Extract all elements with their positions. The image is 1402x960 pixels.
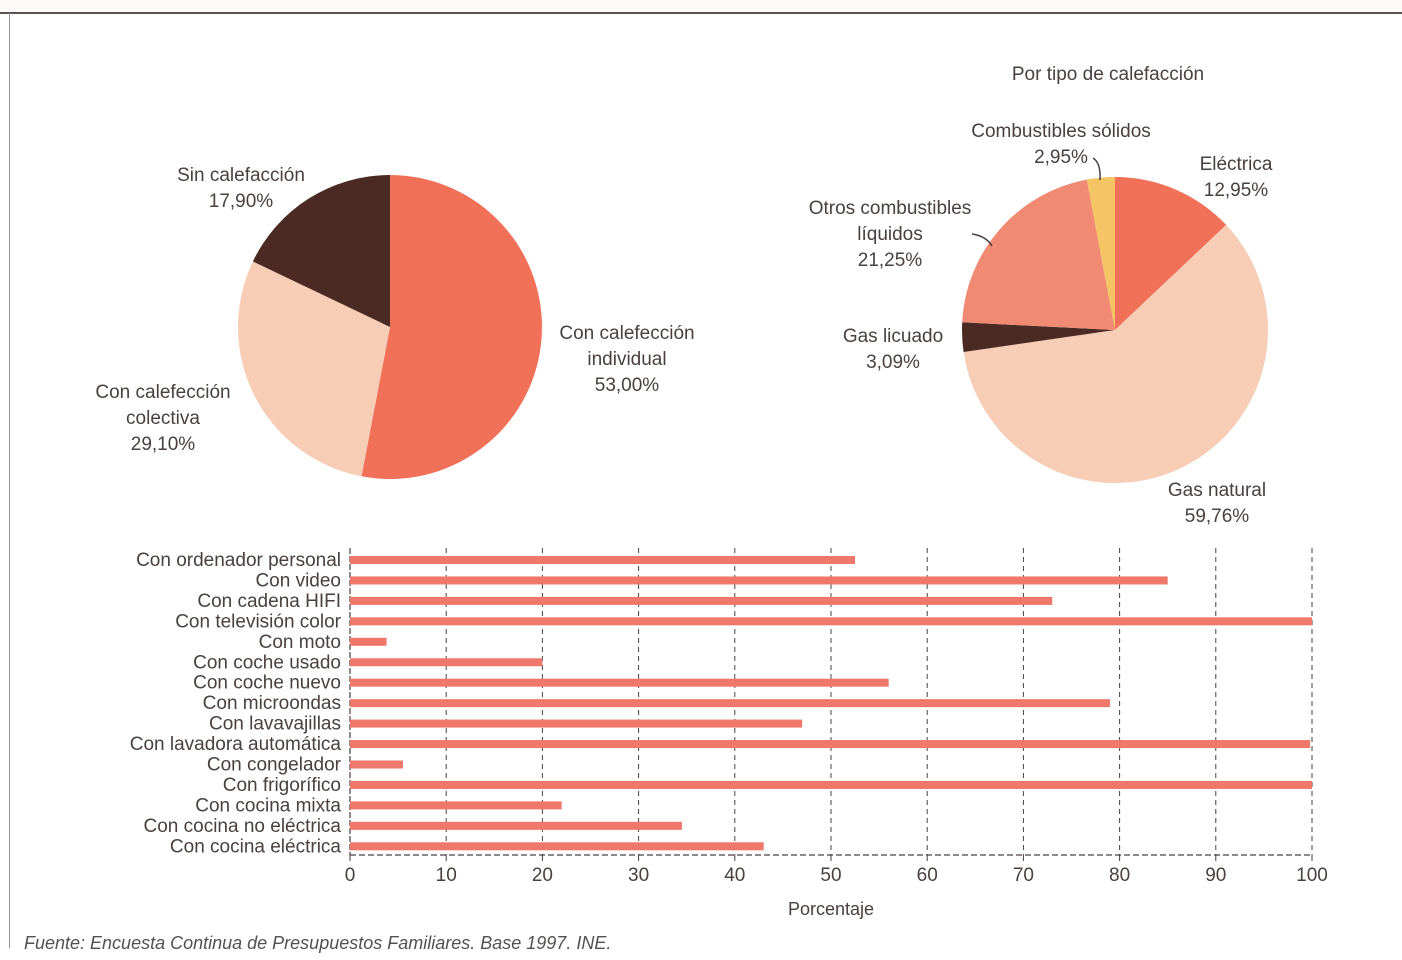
pie2-value-3: 21,25% [858,250,923,271]
x-tick-label-20: 20 [532,865,553,886]
bar-category-label-10: Con congelador [207,755,342,776]
pie2-value-1: 59,76% [1185,506,1250,527]
x-axis-label: Porcentaje [788,899,874,919]
bar-4 [350,637,387,646]
bar-10 [350,760,403,769]
pie2-value-2: 3,09% [866,352,920,373]
pie2-label-4: Combustibles sólidos [971,121,1151,142]
pie2-slice-3 [962,179,1115,330]
pie2-title: Por tipo de calefacción [1012,64,1204,85]
chart-frame [9,13,1402,948]
pie-chart-heating-type: Por tipo de calefacción Eléctrica 12,95% Ga… [809,64,1273,527]
pie1-label-0: Con calefección [559,323,694,344]
bar-7 [350,699,1110,708]
x-tick-label-50: 50 [820,865,841,886]
bar-category-label-8: Con lavavajillas [209,714,341,735]
bar-2 [350,596,1053,605]
header-rule [0,12,1402,14]
bar-category-label-4: Con moto [259,632,341,653]
pie2-slice-2 [961,322,1115,352]
pie1-label-2: Sin calefacción [177,165,305,186]
bar-1 [350,576,1168,585]
x-tick-label-0: 0 [345,865,356,886]
header-strip [0,0,1402,13]
x-tick-label-100: 100 [1296,865,1328,886]
pie2-value-4: 2,95% [1034,147,1088,168]
bar-category-label-14: Con cocina eléctrica [170,836,342,857]
source-note: Fuente: Encuesta Continua de Presupuesto… [24,933,612,953]
pie1-slice-0 [361,175,542,479]
bar-category-label-5: Con coche usado [193,652,341,673]
pie2-leader-liquid-fuel [971,233,993,247]
pie2-label-3: Otros combustibles [809,198,972,219]
pie2-label-0: Eléctrica [1200,154,1273,175]
pie2-label-3: líquidos [857,224,923,245]
bar-category-label-2: Con cadena HIFI [197,591,341,612]
bar-category-label-6: Con coche nuevo [193,673,341,694]
pie1-value-2: 17,90% [209,191,274,212]
bar-9 [350,740,1311,749]
bar-8 [350,719,803,728]
pie-chart-heating: Con calefección individual 53,00% Con calef… [95,165,695,479]
pie1-slice-1 [238,261,390,477]
bar-3 [350,617,1312,626]
pie1-slice-2 [252,175,390,327]
pie2-value-0: 12,95% [1204,180,1269,201]
x-tick-label-90: 90 [1205,865,1226,886]
pie2-slice-1 [963,224,1268,483]
pie2-label-2: Gas licuado [843,326,943,347]
pie1-value-0: 53,00% [595,375,660,396]
bar-category-label-12: Con cocina mixta [195,795,341,816]
pie1-label-1: colectiva [126,408,200,429]
bar-category-label-0: Con ordenador personal [136,550,341,571]
bar-11 [350,780,1312,789]
pie1-label-0: individual [587,349,666,370]
pie1-label-1: Con calefección [95,382,230,403]
bar-6 [350,678,889,687]
bar-13 [350,821,682,830]
bar-0 [350,556,856,564]
bar-category-label-13: Con cocina no eléctrica [144,816,342,837]
bar-5 [350,658,543,667]
x-tick-label-10: 10 [436,865,457,886]
bar-12 [350,801,562,810]
x-tick-label-30: 30 [628,865,649,886]
pie2-label-1: Gas natural [1168,480,1266,501]
pie2-leader-solid-fuel [1092,157,1101,181]
pie2-slice-4 [1086,177,1115,330]
x-tick-label-70: 70 [1013,865,1034,886]
pie1-value-1: 29,10% [131,434,196,455]
bar-category-label-11: Con frigorífico [223,775,341,796]
x-tick-label-80: 80 [1109,865,1130,886]
pie2-slice-0 [1115,177,1227,330]
x-tick-label-40: 40 [724,865,745,886]
x-tick-label-60: 60 [917,865,938,886]
bar-category-label-3: Con televisión color [175,611,341,632]
bar-category-label-9: Con lavadora automática [130,734,342,755]
bar-category-label-7: Con microondas [203,693,341,714]
bar-category-label-1: Con video [255,570,341,591]
bar-14 [350,842,764,851]
